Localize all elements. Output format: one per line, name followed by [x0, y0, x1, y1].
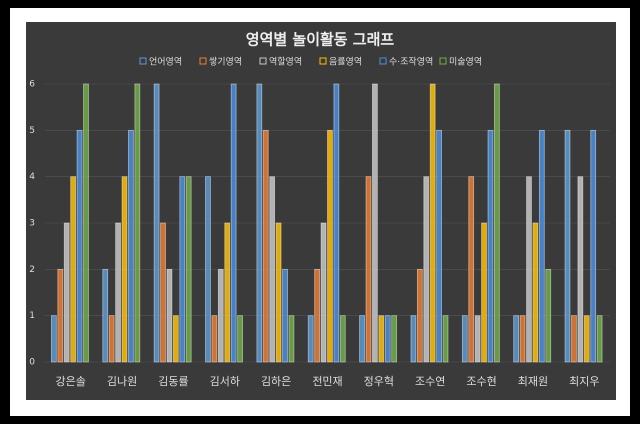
bar	[474, 315, 481, 363]
bar	[365, 176, 372, 363]
bar	[160, 222, 166, 363]
legend-swatch	[139, 57, 147, 65]
bar	[339, 315, 346, 363]
bar	[314, 268, 320, 363]
bar	[262, 129, 269, 363]
bar	[596, 315, 603, 363]
bar	[108, 315, 115, 363]
bar	[436, 129, 442, 363]
bar	[359, 315, 365, 363]
bar	[391, 315, 398, 363]
bar	[217, 268, 224, 363]
bar	[76, 129, 83, 363]
y-tick-label: 1	[29, 311, 35, 321]
y-tick-label: 0	[29, 358, 35, 368]
bar	[384, 315, 391, 363]
legend-label: 수·조작영역	[389, 57, 433, 68]
bar	[513, 315, 520, 363]
x-tick-label: 김동률	[158, 375, 188, 388]
bar	[494, 83, 500, 363]
x-tick-label: 최지우	[569, 375, 599, 388]
legend-swatch	[439, 57, 447, 65]
legend-swatch	[319, 57, 327, 65]
bar	[416, 268, 423, 363]
x-tick-label: 최재원	[518, 375, 548, 388]
bar	[269, 176, 276, 363]
bar	[532, 222, 539, 363]
bar	[224, 222, 231, 363]
bar	[333, 83, 340, 363]
bar	[442, 315, 449, 363]
y-tick-label: 2	[29, 265, 35, 275]
legend-label: 쌓기영역	[209, 57, 242, 68]
bar	[173, 315, 179, 363]
bar	[320, 222, 327, 363]
bar	[153, 83, 160, 363]
bar	[487, 129, 494, 363]
bar	[538, 129, 545, 363]
x-tick-label: 조수연	[415, 375, 445, 388]
y-tick-label: 5	[29, 126, 35, 136]
bar	[179, 176, 186, 363]
bar	[571, 315, 577, 363]
bar	[57, 268, 64, 363]
x-tick-label: 김서하	[210, 374, 240, 388]
bar	[166, 268, 173, 363]
y-tick-label: 4	[29, 172, 35, 182]
bar	[372, 83, 378, 363]
x-tick-label: 김나원	[107, 375, 137, 388]
bar	[128, 129, 134, 363]
legend-swatch	[199, 57, 207, 65]
bar	[590, 129, 597, 363]
bar	[468, 176, 475, 363]
bar	[378, 315, 385, 363]
bar	[519, 315, 526, 363]
bar	[577, 176, 584, 363]
bar	[185, 176, 192, 363]
bar	[583, 315, 590, 363]
bar	[545, 268, 552, 363]
bar	[211, 315, 218, 363]
bar	[63, 222, 70, 363]
bar	[121, 176, 128, 363]
bar	[423, 176, 430, 363]
bar	[275, 222, 282, 363]
legend-swatch	[379, 57, 387, 65]
bar	[288, 315, 295, 363]
bar	[429, 83, 436, 363]
bar	[70, 176, 77, 363]
bar	[410, 315, 417, 363]
bar	[205, 176, 211, 363]
bar	[115, 222, 121, 363]
x-tick-label: 김하은	[261, 374, 291, 388]
bar	[307, 315, 314, 363]
bar	[102, 268, 109, 363]
legend-label: 언어영역	[149, 56, 182, 68]
y-tick-label: 6	[29, 80, 35, 90]
bar	[327, 129, 333, 363]
x-tick-label: 전민재	[312, 375, 342, 388]
x-tick-label: 조수현	[466, 375, 496, 388]
bar	[564, 129, 571, 363]
legend-label: 역할영역	[269, 57, 302, 68]
bar	[526, 176, 532, 363]
bar	[481, 222, 487, 363]
legend-label: 미술영역	[449, 57, 482, 68]
bar	[134, 83, 141, 363]
bar	[51, 315, 57, 363]
bar	[83, 83, 89, 363]
x-tick-label: 정우혁	[364, 375, 394, 388]
chart-title: 영역별 놀이활동 그래프	[246, 31, 395, 49]
bar	[230, 83, 237, 363]
bar	[237, 315, 243, 363]
bar	[282, 268, 288, 363]
legend-swatch	[259, 57, 267, 65]
x-tick-label: 강은솔	[55, 375, 85, 388]
legend-label: 음률영역	[329, 57, 362, 68]
bar	[461, 315, 468, 363]
y-tick-label: 3	[29, 219, 35, 229]
bar	[256, 83, 263, 363]
